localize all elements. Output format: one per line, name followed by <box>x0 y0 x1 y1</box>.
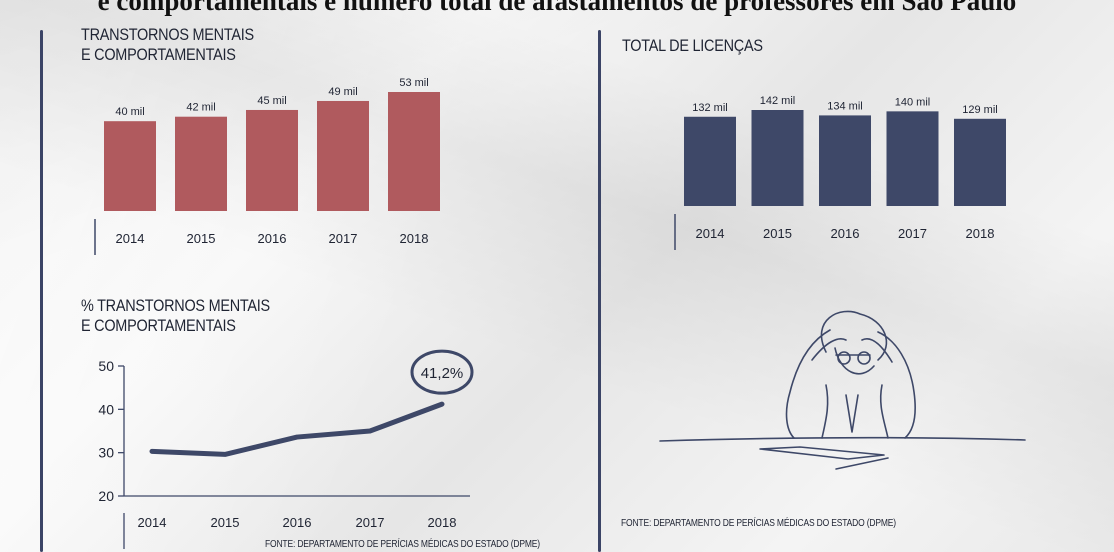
bar-2018 <box>954 118 1006 206</box>
source-footnote-right: FONTE: DEPARTAMENTO DE PERÍCIAS MÉDICAS … <box>621 518 896 529</box>
chart1-title-line1: TRANSTORNOS MENTAIS <box>81 25 254 44</box>
chart2-title-line1: TOTAL DE LICENÇAS <box>622 36 763 55</box>
bar-label-2015: 42 mil <box>186 102 215 114</box>
y-tick-20: 20 <box>98 488 114 504</box>
left-divider <box>40 30 43 552</box>
desk-line <box>659 436 1026 442</box>
chart3-title: % TRANSTORNOS MENTAIS E COMPORTAMENTAIS <box>81 296 270 336</box>
x-tick-2016: 2016 <box>283 515 312 530</box>
y-tick-30: 30 <box>98 445 114 461</box>
chart3-title-line2: E COMPORTAMENTAIS <box>81 316 236 335</box>
bar-label-2017: 49 mil <box>328 86 357 98</box>
paper-sheet <box>759 446 885 460</box>
annotation-circle <box>410 349 474 395</box>
bar-label-2016: 45 mil <box>257 95 286 107</box>
chart1-title: TRANSTORNOS MENTAIS E COMPORTAMENTAIS <box>81 25 254 65</box>
bar-2014 <box>104 121 156 211</box>
x-tick-2014: 2014 <box>116 231 145 246</box>
bar-2016 <box>819 115 871 206</box>
bar-label-2014: 40 mil <box>115 106 144 118</box>
bar-2017 <box>317 100 369 211</box>
x-tick-2016: 2016 <box>831 226 860 241</box>
bar-2015 <box>175 116 227 211</box>
bar-label-2016: 134 mil <box>827 100 862 112</box>
x-tick-2014: 2014 <box>696 226 725 241</box>
annotation-label: 41,2% <box>421 365 464 382</box>
bar-label-2014: 132 mil <box>692 102 727 114</box>
x-tick-2018: 2018 <box>428 515 457 530</box>
x-tick-2015: 2015 <box>187 231 216 246</box>
bar-2017 <box>886 111 939 206</box>
bar-label-2017: 140 mil <box>895 96 930 108</box>
bar-2015 <box>751 110 804 206</box>
x-tick-2016: 2016 <box>258 231 287 246</box>
series-line <box>149 401 445 457</box>
chart3-title-line1: % TRANSTORNOS MENTAIS <box>81 296 270 315</box>
bar-label-2018: 53 mil <box>399 77 428 89</box>
head-hair <box>820 310 888 361</box>
pencil <box>835 457 889 470</box>
bar-label-2015: 142 mil <box>760 95 795 107</box>
x-tick-2018: 2018 <box>400 231 429 246</box>
y-tick-50: 50 <box>98 358 114 374</box>
bar-2014 <box>684 116 736 206</box>
source-footnote-left: FONTE: DEPARTAMENTO DE PERÍCIAS MÉDICAS … <box>265 539 540 550</box>
x-tick-2015: 2015 <box>763 226 792 241</box>
x-tick-2015: 2015 <box>211 515 240 530</box>
center-divider <box>598 30 601 552</box>
x-tick-2017: 2017 <box>356 515 385 530</box>
chart1-title-line2: E COMPORTAMENTAIS <box>81 45 236 64</box>
chart2-title: TOTAL DE LICENÇAS <box>622 36 763 56</box>
bar-2016 <box>246 109 298 211</box>
y-tick-40: 40 <box>98 401 114 417</box>
x-tick-2017: 2017 <box>898 226 927 241</box>
x-tick-2018: 2018 <box>966 226 995 241</box>
page-title: e comportamentais e número total de afas… <box>97 0 1017 16</box>
bar-2018 <box>388 92 440 211</box>
x-tick-2014: 2014 <box>138 515 167 530</box>
x-tick-2017: 2017 <box>329 231 358 246</box>
bar-label-2018: 129 mil <box>962 104 997 116</box>
